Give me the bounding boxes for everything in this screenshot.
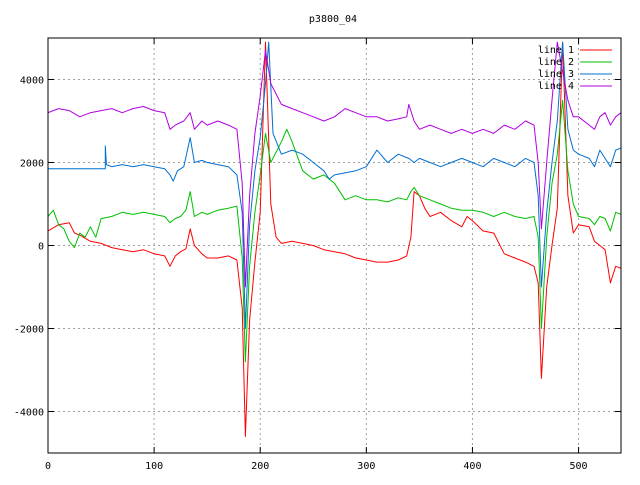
- chart-title: p3800_04: [309, 14, 357, 25]
- grid-lines: [48, 38, 621, 453]
- legend-label: line 1: [538, 45, 574, 56]
- y-tick-label: 0: [38, 242, 44, 253]
- y-tick-label: -2000: [14, 325, 44, 336]
- x-tick-label: 500: [570, 461, 588, 472]
- series-line-3: [48, 41, 621, 329]
- legend-label: line 4: [538, 81, 574, 92]
- x-tick-label: 100: [145, 461, 163, 472]
- plot-frame: [47, 37, 622, 454]
- y-tick-label: 2000: [20, 159, 44, 170]
- x-tick-label: 400: [463, 461, 481, 472]
- series-line-4: [48, 41, 621, 288]
- series-line-1: [48, 41, 621, 437]
- series-line-2: [48, 99, 621, 363]
- axis-ticks: 0 100 200 300 400 500 -4000 -2000 0 2000 4000: [14, 38, 621, 472]
- x-tick-label: 0: [45, 461, 51, 472]
- y-tick-label: -4000: [14, 408, 44, 419]
- legend-label: line 3: [538, 69, 574, 80]
- x-tick-label: 200: [251, 461, 269, 472]
- x-tick-label: 300: [357, 461, 375, 472]
- series-group: [48, 41, 621, 437]
- y-tick-label: 4000: [20, 76, 44, 87]
- legend-label: line 2: [538, 57, 574, 68]
